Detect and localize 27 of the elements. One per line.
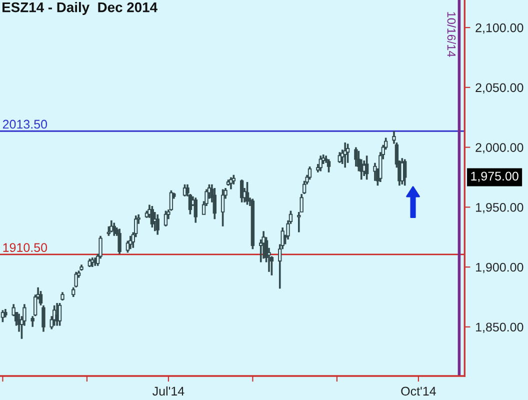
ref-line-label: 2013.50 [2,120,48,129]
candlestick [212,187,216,220]
candlestick [262,230,266,260]
candlestick [220,188,225,228]
candlestick [403,158,407,187]
y-tick-label: 2,050.00 [476,83,524,94]
candlestick [4,308,8,318]
candlestick [60,291,64,302]
candlestick [42,304,46,333]
y-tick-label: 1,900.00 [476,262,524,274]
ref-line-label: 10/16/14 [447,12,456,57]
ref-line-label: 1910.50 [3,243,48,252]
y-tick-label: 1,950.00 [476,202,524,214]
candlestick [80,264,84,272]
candlestick [118,228,122,255]
candlestick [194,196,198,224]
candlestick [12,303,16,318]
y-tick-label: 1,850.00 [476,322,524,334]
candlestick [156,213,160,236]
y-tick-label: 2,000.00 [476,143,524,154]
x-tick-label: Oct'14 [401,386,436,396]
candlestick [364,154,369,181]
chart-title: ESZ14 - Daily Dec 2014 [2,2,158,15]
candlestick [354,146,358,168]
text: 1,975.00 [471,172,518,182]
y-tick-label: 2,100.00 [476,23,524,34]
x-tick-label: Jul'14 [152,386,184,396]
